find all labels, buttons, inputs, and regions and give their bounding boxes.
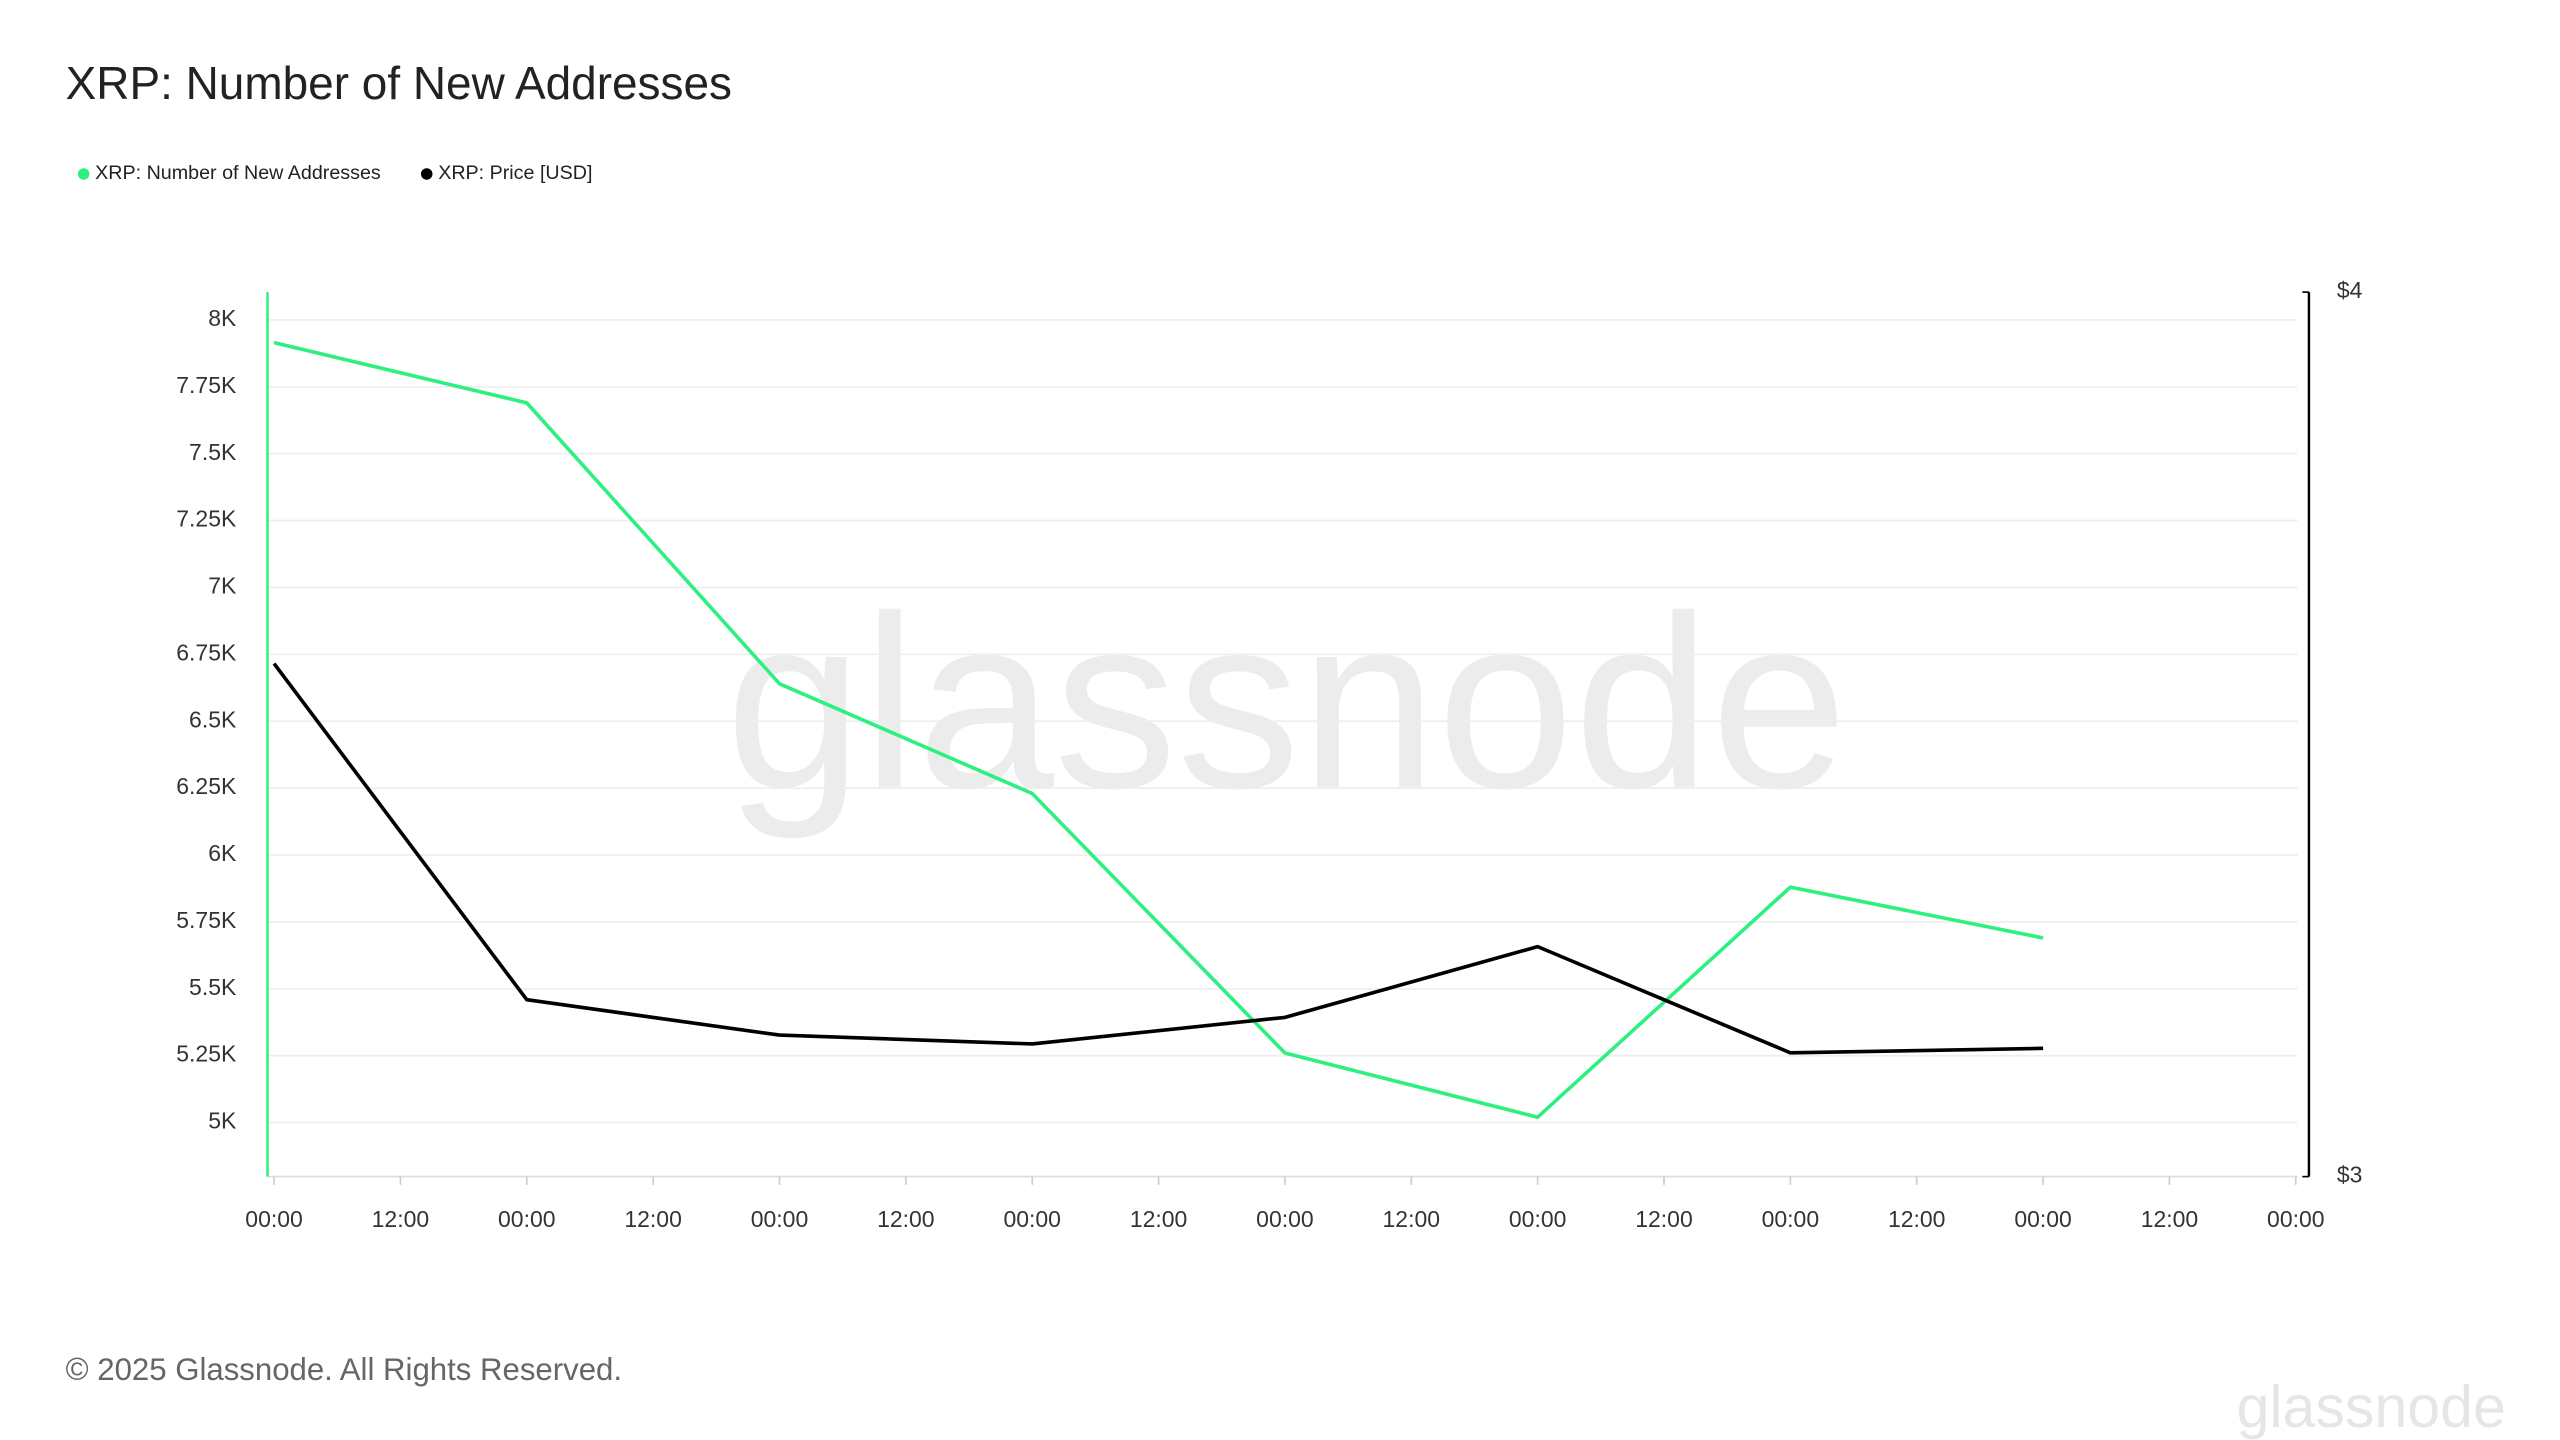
x-tick-label: 12:00 [624,1206,681,1232]
y-tick-label: 6K [208,840,237,866]
watermark: glassnode [725,565,1847,840]
x-tick-label: 12:00 [1383,1206,1440,1232]
y-tick-label: 7.25K [176,506,237,532]
y-tick-label: 5K [208,1108,237,1134]
series-line [272,662,2044,1055]
y-tick-label: 8K [208,305,237,331]
legend-label: XRP: Number of New Addresses [95,162,381,184]
x-tick-label: 00:00 [1509,1206,1566,1232]
x-tick-label: 00:00 [1256,1206,1313,1232]
x-tick-label: 12:00 [1888,1206,1945,1232]
x-tick-label: 12:00 [1130,1206,1187,1232]
y-tick-label: 7.5K [189,439,237,465]
x-tick-label: 12:00 [2141,1206,2198,1232]
legend-label: XRP: Price [USD] [438,162,592,184]
y-tick-label: 5.25K [176,1041,237,1067]
x-tick-label: 00:00 [2267,1206,2324,1232]
legend-marker [420,168,433,180]
chart-title: XRP: Number of New Addresses [66,57,732,109]
x-tick-label: 12:00 [372,1206,429,1232]
footer: © 2025 Glassnode. All Rights Reserved. [66,1352,622,1387]
series-line [273,340,2044,1120]
logo: glassnode [2237,1374,2506,1440]
x-tick-label: 00:00 [2014,1206,2071,1232]
y-tick-label: 6.75K [176,639,237,665]
x-tick-label: 12:00 [1635,1206,1692,1232]
x-tick-label: 00:00 [498,1206,555,1232]
x-tick-label: 00:00 [1762,1206,1819,1232]
y2-tick-label: $3 [2337,1162,2363,1188]
y-tick-label: 6.25K [176,773,237,799]
y-tick-label: 6.5K [189,706,237,732]
y-tick-label: 5.5K [189,974,237,1000]
x-tick-label: 00:00 [1003,1206,1060,1232]
y-tick-label: 5.75K [176,907,237,933]
x-tick-label: 12:00 [877,1206,934,1232]
y-tick-label: 7.75K [176,372,237,398]
legend-marker [77,168,90,180]
x-tick-label: 00:00 [751,1206,808,1232]
y2-tick-label: $4 [2337,277,2363,303]
x-tick-label: 00:00 [245,1206,302,1232]
y-tick-label: 7K [208,573,237,599]
